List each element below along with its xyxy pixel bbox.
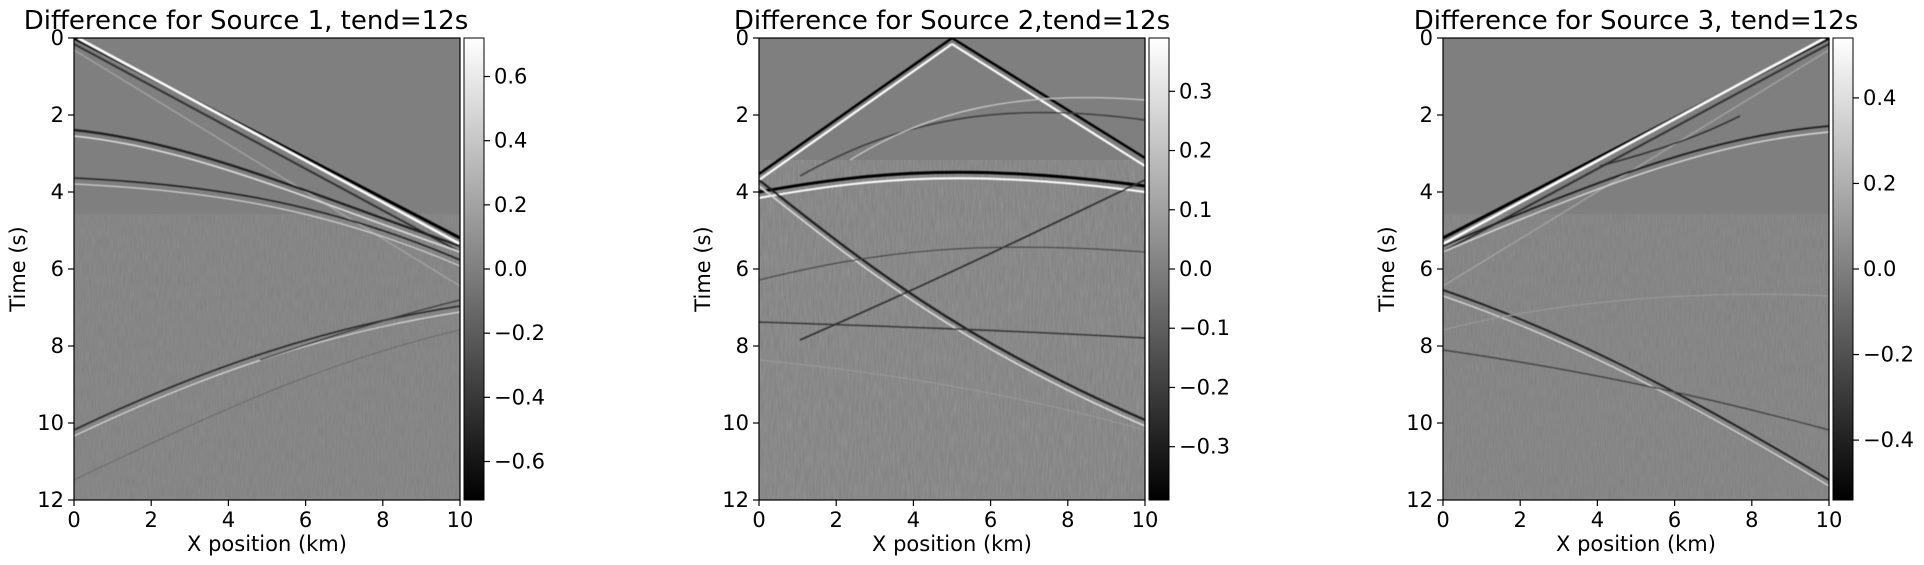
panel-3-ytick-label: 4 [1420, 180, 1433, 204]
panel-1: Difference for Source 1, tend=12s 0 2 4 6 8 1… [6, 6, 545, 556]
panel-3-colorbar-tick-label: −0.4 [1863, 428, 1914, 452]
panel-3-colorbar-tick-label: 0.4 [1863, 86, 1896, 110]
panel-3-colorbar: −0.4 −0.2 0.0 0.2 0.4 [1832, 37, 1914, 501]
panel-3-ytick-label: 10 [1406, 411, 1433, 435]
panel-2-ytick-label: 2 [736, 103, 749, 127]
panel-2-xtick-label: 2 [830, 508, 843, 532]
panel-3-heatmap-texture [1443, 214, 1829, 500]
panel-1-heatmap-texture [74, 214, 460, 500]
panel-3-heatmap [1443, 38, 1829, 500]
panel-1-xtick-label: 0 [67, 508, 80, 532]
panel-1-colorbar-tick-label: 0.4 [494, 129, 527, 153]
panel-3-xtick-label: 2 [1514, 508, 1527, 532]
panel-3-colorbar-gradient [1832, 37, 1854, 501]
panel-3-wave-events [1443, 38, 1829, 487]
panel-1-ytick-label: 6 [51, 257, 64, 281]
panel-3-title: Difference for Source 3, tend=12s [1414, 6, 1859, 36]
panel-1-ytick-label: 10 [37, 411, 64, 435]
panel-1-colorbar-tick-label: −0.6 [494, 450, 545, 474]
panel-1-colorbar-tick-label: −0.2 [494, 321, 545, 345]
panel-2-colorbar-tick-label: 0.0 [1179, 257, 1212, 281]
panel-2-colorbar-ticks: −0.3 −0.2 −0.1 0.0 0.1 0.2 0.3 [1169, 79, 1230, 459]
panel-1-xticks: 0 2 4 6 8 10 [67, 500, 473, 532]
panel-2-xtick-label: 8 [1061, 508, 1074, 532]
panel-3-xtick-label: 8 [1745, 508, 1758, 532]
panel-1-xtick-label: 6 [299, 508, 312, 532]
panel-1-xtick-label: 4 [222, 508, 235, 532]
panel-3-xtick-label: 6 [1668, 508, 1681, 532]
panel-1-colorbar-gradient [463, 37, 485, 501]
panel-1-wave-events [74, 38, 460, 481]
panel-1-ytick-label: 0 [51, 26, 64, 50]
panel-2-xtick-label: 4 [907, 508, 920, 532]
panel-1-colorbar-ticks: −0.6 −0.4 −0.2 0.0 0.2 0.4 0.6 [484, 65, 545, 474]
panel-1-colorbar: −0.6 −0.4 −0.2 0.0 0.2 0.4 0.6 [463, 37, 545, 501]
panel-1-xtick-label: 8 [376, 508, 389, 532]
panel-3: Difference for Source 3, tend=12s 0 2 4 6 8 1… [1375, 6, 1914, 556]
panel-1-xlabel: X position (km) [187, 532, 347, 556]
panel-1-ytick-label: 12 [37, 488, 64, 512]
panel-2-ytick-label: 4 [736, 180, 749, 204]
panel-2-yticks: 0 2 4 6 8 10 12 [722, 26, 759, 512]
panel-2-xticks: 0 2 4 6 8 10 [752, 500, 1158, 532]
panel-2-colorbar-gradient [1148, 37, 1170, 501]
panel-3-colorbar-tick-label: −0.2 [1863, 343, 1914, 367]
panel-3-xticks: 0 2 4 6 8 10 [1436, 500, 1842, 532]
panel-2-ytick-label: 0 [736, 26, 749, 50]
panel-3-ylabel: Time (s) [1375, 226, 1399, 312]
panel-2-xtick-label: 0 [752, 508, 765, 532]
panel-2-heatmap-texture [759, 160, 1145, 500]
panel-3-colorbar-tick-label: 0.0 [1863, 257, 1896, 281]
panel-2-colorbar-tick-label: 0.1 [1179, 198, 1212, 222]
panel-2-heatmap [759, 38, 1145, 500]
panel-3-ytick-label: 0 [1420, 26, 1433, 50]
panel-3-colorbar-ticks: −0.4 −0.2 0.0 0.2 0.4 [1853, 86, 1914, 452]
panel-2-colorbar: −0.3 −0.2 −0.1 0.0 0.1 0.2 0.3 [1148, 37, 1230, 501]
panel-1-colorbar-tick-label: 0.0 [494, 257, 527, 281]
panel-1-ytick-label: 4 [51, 180, 64, 204]
panel-2-wave-events [759, 38, 1145, 431]
panel-2-ytick-label: 10 [722, 411, 749, 435]
panel-1-ytick-label: 2 [51, 103, 64, 127]
panel-1-colorbar-tick-label: 0.6 [494, 65, 527, 89]
panel-2-colorbar-tick-label: −0.2 [1179, 375, 1230, 399]
panel-2-xlabel: X position (km) [872, 532, 1032, 556]
panel-3-colorbar-tick-label: 0.2 [1863, 171, 1896, 195]
panel-2: Difference for Source 2,tend=12s [691, 6, 1230, 556]
panel-2-xtick-label: 6 [984, 508, 997, 532]
panel-2-colorbar-tick-label: −0.3 [1179, 435, 1230, 459]
panel-1-yticks: 0 2 4 6 8 10 12 [37, 26, 74, 512]
panel-1-xtick-label: 10 [447, 508, 474, 532]
panel-1-colorbar-tick-label: −0.4 [494, 385, 545, 409]
panel-1-colorbar-tick-label: 0.2 [494, 193, 527, 217]
panel-3-ytick-label: 12 [1406, 488, 1433, 512]
panel-2-ytick-label: 6 [736, 257, 749, 281]
panel-3-xtick-label: 0 [1436, 508, 1449, 532]
panel-2-ytick-label: 8 [736, 334, 749, 358]
panel-3-yticks: 0 2 4 6 8 10 12 [1406, 26, 1443, 512]
panel-3-xtick-label: 10 [1816, 508, 1843, 532]
panel-2-ylabel: Time (s) [691, 226, 715, 312]
panel-3-ytick-label: 2 [1420, 103, 1433, 127]
panel-2-colorbar-tick-label: 0.2 [1179, 139, 1212, 163]
panel-3-xtick-label: 4 [1591, 508, 1604, 532]
panel-2-colorbar-tick-label: 0.3 [1179, 79, 1212, 103]
panel-1-xtick-label: 2 [145, 508, 158, 532]
panel-3-xlabel: X position (km) [1556, 532, 1716, 556]
panel-2-colorbar-tick-label: −0.1 [1179, 316, 1230, 340]
panel-2-xtick-label: 10 [1132, 508, 1159, 532]
panel-1-ytick-label: 8 [51, 334, 64, 358]
panel-3-ytick-label: 8 [1420, 334, 1433, 358]
panel-1-title: Difference for Source 1, tend=12s [24, 6, 469, 36]
panel-1-heatmap [74, 38, 460, 500]
panel-1-ylabel: Time (s) [6, 226, 30, 312]
panel-2-ytick-label: 12 [722, 488, 749, 512]
panel-3-ytick-label: 6 [1420, 257, 1433, 281]
panel-2-title: Difference for Source 2,tend=12s [734, 6, 1170, 36]
